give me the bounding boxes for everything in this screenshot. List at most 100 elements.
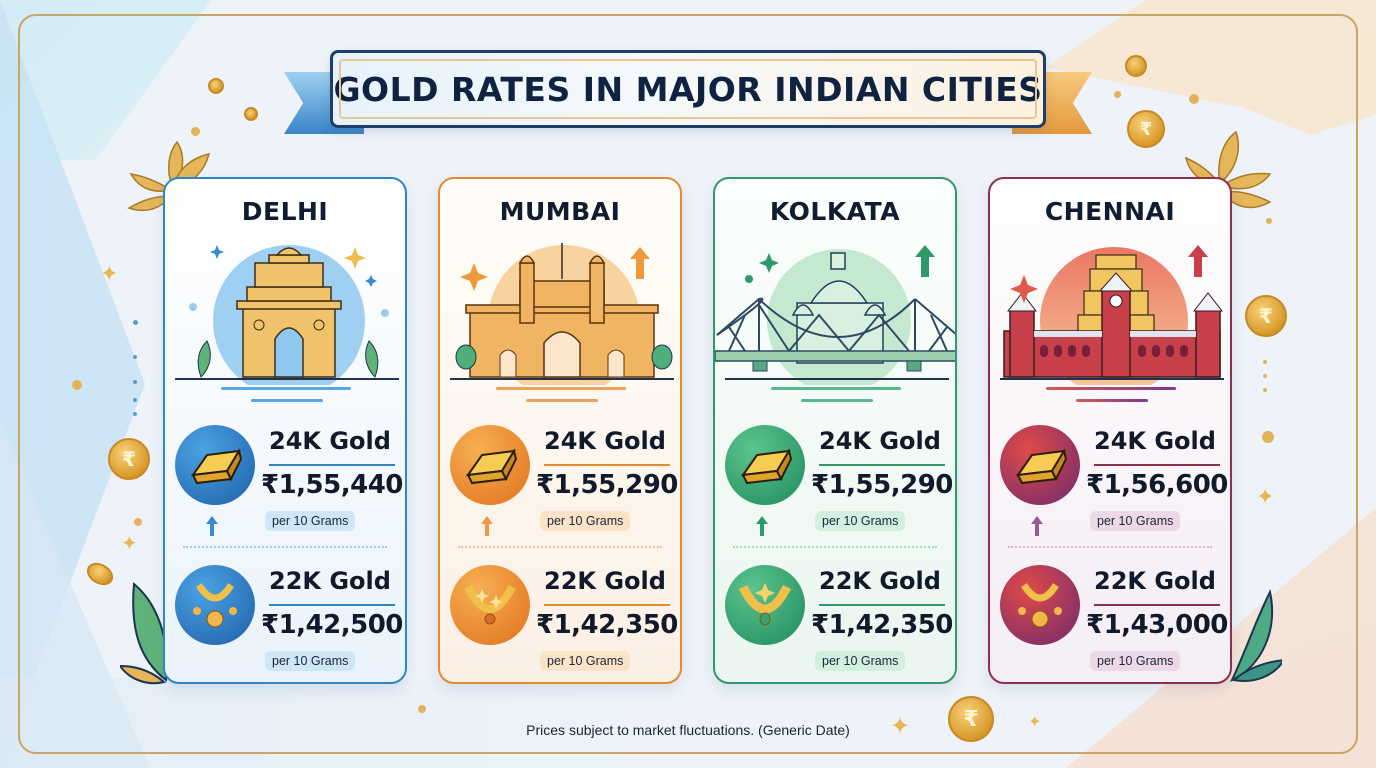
divider-line — [269, 604, 395, 606]
decor-line — [251, 399, 323, 402]
unit-badge: per 10 Grams — [265, 511, 356, 531]
unit-badge: per 10 Grams — [1090, 651, 1181, 671]
price-value: ₹1,55,290 — [536, 470, 678, 500]
ground-line — [1000, 378, 1224, 380]
price-value: ₹1,42,500 — [261, 610, 403, 640]
dot-decor — [72, 380, 82, 390]
dot-decor — [133, 355, 137, 359]
sparkle-icon: ✦ — [121, 531, 138, 555]
city-card-mumbai: MUMBAI — [438, 177, 682, 684]
price-value: ₹1,43,000 — [1086, 610, 1228, 640]
gold-bar-icon — [725, 425, 805, 505]
dot-decor — [133, 380, 137, 384]
divider-line — [1094, 464, 1220, 466]
dotted-divider — [1008, 546, 1212, 548]
banner-plate: GOLD RATES IN MAJOR INDIAN CITIES — [330, 50, 1046, 128]
dot-decor — [133, 398, 137, 402]
rate-row-22k: 22K Gold ₹1,42,350 per 10 Grams — [715, 559, 955, 679]
necklace-icon — [450, 565, 530, 645]
unit-badge: per 10 Grams — [815, 651, 906, 671]
price-value: ₹1,42,350 — [811, 610, 953, 640]
rupee-coin-icon: ₹ — [108, 438, 150, 480]
divider-line — [544, 604, 670, 606]
divider-line — [544, 464, 670, 466]
dot-decor — [1262, 431, 1274, 443]
dotted-divider — [183, 546, 387, 548]
green-leaves-icon — [1229, 588, 1282, 683]
decor-line — [801, 399, 873, 402]
city-name: MUMBAI — [499, 197, 621, 226]
decor-line — [771, 387, 901, 390]
dot-decor — [1114, 91, 1121, 98]
up-arrow-icon — [206, 516, 218, 536]
divider-line — [269, 464, 395, 466]
city-name: CHENNAI — [1044, 197, 1176, 226]
unit-badge: per 10 Grams — [815, 511, 906, 531]
necklace-icon — [175, 565, 255, 645]
up-arrow-icon — [1031, 516, 1043, 536]
ground-line — [725, 378, 949, 380]
gold-bar-icon — [175, 425, 255, 505]
city-card-chennai: CHENNAI — [988, 177, 1232, 684]
rate-row-24k: 24K Gold ₹1,55,440 per 10 Grams — [165, 419, 405, 539]
karat-label: 24K Gold — [819, 427, 941, 455]
dot-decor — [1263, 360, 1267, 364]
karat-label: 22K Gold — [1094, 567, 1216, 595]
decor-line — [496, 387, 626, 390]
dot-decor — [1189, 94, 1199, 104]
dotted-divider — [458, 546, 662, 548]
gold-bar-icon — [450, 425, 530, 505]
dot-decor — [133, 320, 138, 325]
dot-decor — [134, 518, 142, 526]
decor-line — [221, 387, 351, 390]
rupee-coin-icon: ₹ — [1245, 295, 1287, 337]
footer-note: Prices subject to market fluctuations. (… — [526, 722, 850, 738]
karat-label: 22K Gold — [269, 567, 391, 595]
karat-label: 24K Gold — [1094, 427, 1216, 455]
divider-line — [819, 604, 945, 606]
rate-row-22k: 22K Gold ₹1,42,500 per 10 Grams — [165, 559, 405, 679]
title-banner: GOLD RATES IN MAJOR INDIAN CITIES — [284, 50, 1092, 140]
dot-decor — [1266, 218, 1272, 224]
gold-bar-icon — [1000, 425, 1080, 505]
city-name: KOLKATA — [769, 197, 901, 226]
unit-badge: per 10 Grams — [540, 511, 631, 531]
rupee-coin-icon: ₹ — [1127, 110, 1165, 148]
rate-row-22k: 22K Gold ₹1,43,000 per 10 Grams — [990, 559, 1230, 679]
decor-line — [1046, 387, 1176, 390]
dot-decor — [191, 127, 200, 136]
sparkle-icon: ✦ — [1256, 485, 1275, 510]
decor-line — [526, 399, 598, 402]
city-card-kolkata: KOLKATA — [713, 177, 957, 684]
necklace-icon — [725, 565, 805, 645]
city-cards: DELHI — [163, 177, 1233, 684]
page-title: GOLD RATES IN MAJOR INDIAN CITIES — [333, 69, 1043, 109]
karat-label: 22K Gold — [819, 567, 941, 595]
up-arrow-icon — [756, 516, 768, 536]
chennai-central-temple-icon — [990, 235, 1230, 405]
city-name: DELHI — [241, 197, 329, 226]
rate-row-24k: 24K Gold ₹1,55,290 per 10 Grams — [715, 419, 955, 539]
unit-badge: per 10 Grams — [540, 651, 631, 671]
karat-label: 24K Gold — [544, 427, 666, 455]
up-arrow-icon — [481, 516, 493, 536]
rate-row-24k: 24K Gold ₹1,56,600 per 10 Grams — [990, 419, 1230, 539]
divider-line — [819, 464, 945, 466]
india-gate-icon — [165, 235, 405, 405]
decor-line — [1076, 399, 1148, 402]
sparkle-icon: ✦ — [1028, 712, 1042, 731]
gateway-of-india-icon — [440, 235, 680, 405]
unit-badge: per 10 Grams — [265, 651, 356, 671]
dot-decor — [133, 412, 137, 416]
karat-label: 22K Gold — [544, 567, 666, 595]
unit-badge: per 10 Grams — [1090, 511, 1181, 531]
rupee-coin-icon: ₹ — [948, 696, 994, 742]
ground-line — [175, 378, 399, 380]
necklace-icon — [1000, 565, 1080, 645]
sparkle-icon: ✦ — [100, 262, 119, 287]
rate-row-22k: 22K Gold ₹1,42,350 per 10 Grams — [440, 559, 680, 679]
rate-row-24k: 24K Gold ₹1,55,290 per 10 Grams — [440, 419, 680, 539]
coin-icon — [1125, 55, 1147, 77]
coin-icon — [208, 78, 224, 94]
price-value: ₹1,55,440 — [261, 470, 403, 500]
